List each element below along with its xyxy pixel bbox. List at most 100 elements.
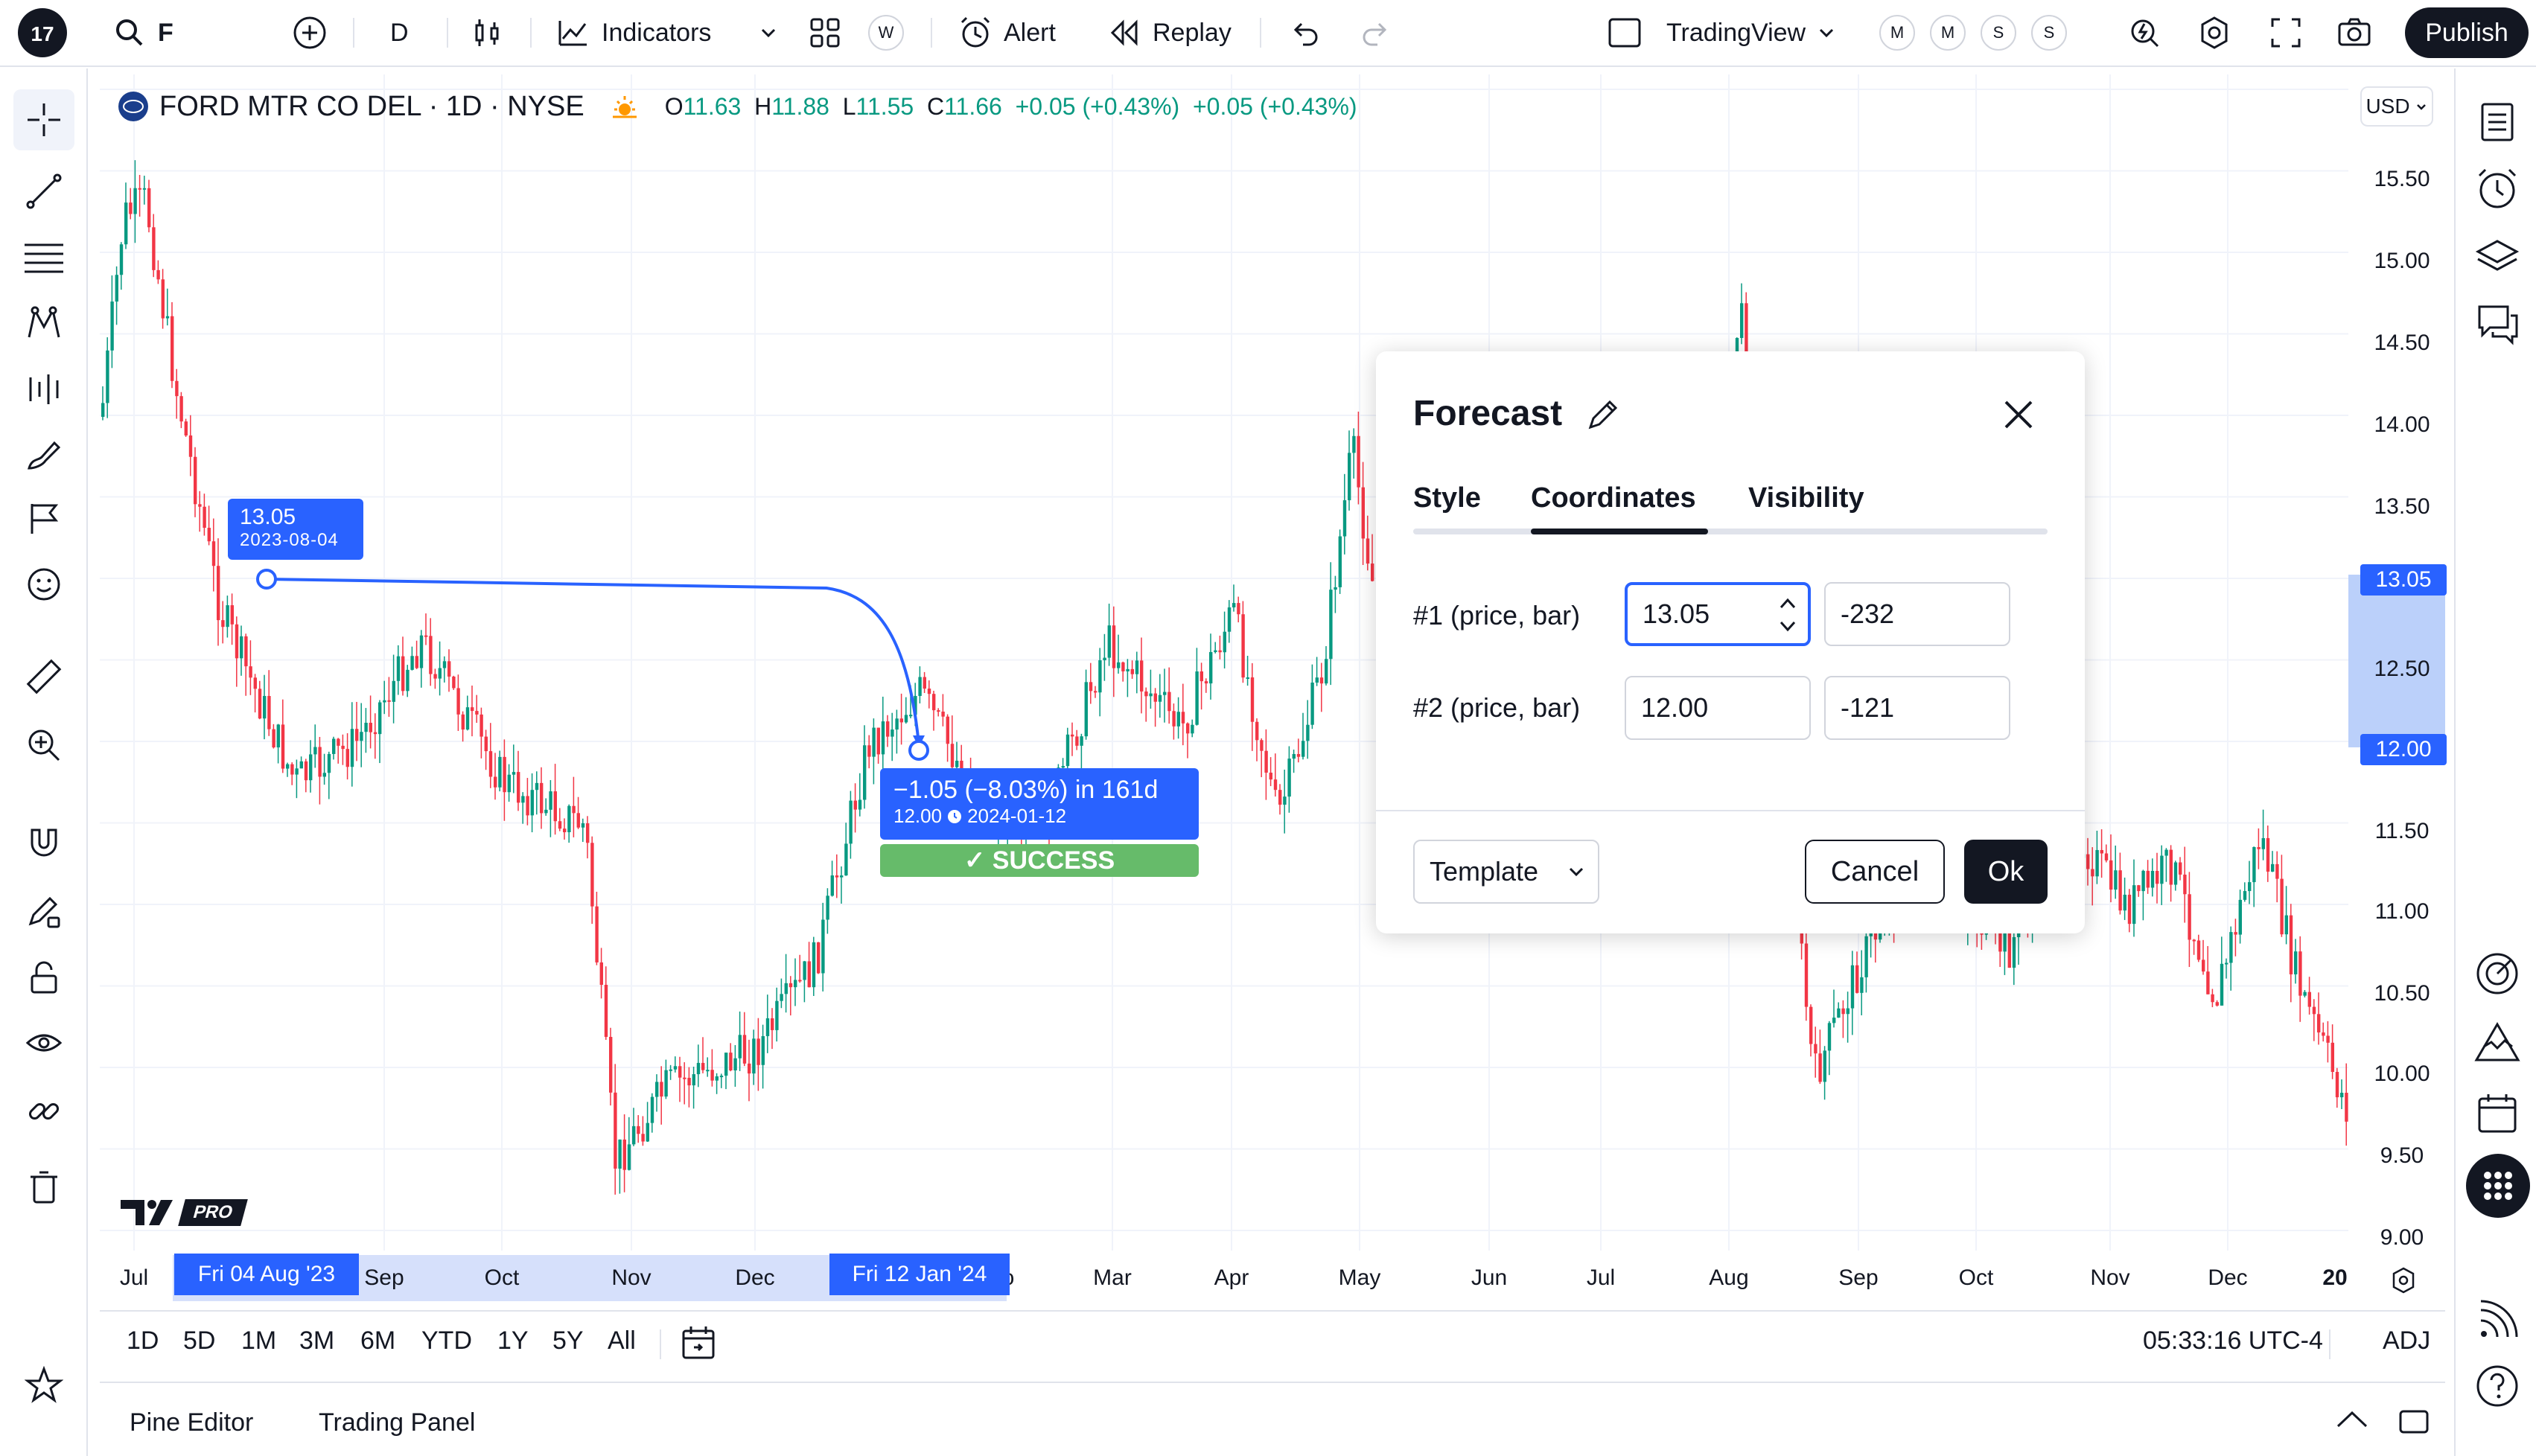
forecast-end-info: 12.00 2024-01-12 — [893, 805, 1185, 828]
candle-body — [1310, 683, 1314, 725]
close-dialog-button[interactable] — [2000, 396, 2037, 433]
trend-line-icon — [26, 173, 62, 209]
adjust-toggle[interactable]: ADJ — [2383, 1326, 2431, 1355]
collapse-panel-button[interactable] — [2333, 1405, 2371, 1435]
settings-button[interactable] — [2196, 0, 2232, 66]
streams-button[interactable] — [2472, 1295, 2523, 1346]
price-chart[interactable] — [100, 74, 2445, 1307]
undo-button[interactable] — [1287, 0, 1322, 66]
alert-button[interactable]: Alert — [958, 0, 1056, 66]
range-ytd[interactable]: YTD — [421, 1326, 472, 1355]
candle-body — [914, 695, 917, 715]
icons-tool[interactable] — [13, 554, 74, 615]
layout-name-button[interactable]: TradingView — [1607, 0, 1837, 66]
point1-bar-input[interactable]: -232 — [1824, 582, 2010, 646]
fib-tool[interactable] — [13, 228, 74, 289]
range-5d[interactable]: 5D — [183, 1326, 216, 1355]
range-1d[interactable]: 1D — [127, 1326, 159, 1355]
point2-price-input[interactable]: 12.00 — [1625, 676, 1811, 740]
zoom-tool[interactable] — [13, 715, 74, 776]
alerts-button[interactable] — [2472, 164, 2523, 214]
range-6m[interactable]: 6M — [360, 1326, 396, 1355]
screener-button[interactable] — [2472, 948, 2523, 999]
interval-button[interactable]: D — [390, 0, 409, 66]
chip-s-1[interactable]: S — [1981, 15, 2016, 51]
symbol-search[interactable]: F — [112, 0, 173, 66]
publish-button[interactable]: Publish — [2405, 7, 2529, 58]
candle-body — [881, 721, 885, 755]
chip-m-2[interactable]: M — [1930, 15, 1966, 51]
products-button[interactable] — [2466, 1154, 2530, 1218]
forecast-tool[interactable] — [13, 359, 74, 420]
range-1m[interactable]: 1M — [241, 1326, 277, 1355]
point2-bar-value: -121 — [1841, 692, 1895, 723]
chart-pane[interactable] — [100, 74, 2445, 1307]
goto-date-button[interactable] — [679, 1324, 721, 1365]
brush-tool[interactable] — [13, 424, 74, 485]
favorites-tool[interactable] — [13, 1355, 74, 1416]
maximize-panel-button[interactable] — [2398, 1405, 2430, 1438]
tradingview-logo[interactable]: 17 — [18, 0, 67, 66]
axis-settings-button[interactable] — [2389, 1265, 2418, 1295]
candle-body — [2007, 933, 2011, 968]
range-5y[interactable]: 5Y — [552, 1326, 584, 1355]
tab-style[interactable]: Style — [1413, 482, 1481, 514]
help-button[interactable] — [2472, 1361, 2523, 1411]
snapshot-button[interactable] — [2336, 0, 2372, 66]
pattern-tool[interactable] — [13, 293, 74, 354]
symbol-legend[interactable]: FORD MTR CO DEL · 1D · NYSE O11.63 H11.8… — [118, 88, 1357, 125]
indicators-button[interactable]: Indicators — [555, 0, 711, 66]
chip-m-1[interactable]: M — [1879, 15, 1915, 51]
redo-button[interactable] — [1358, 0, 1394, 66]
trading-panel-tab[interactable]: Trading Panel — [319, 1408, 476, 1437]
rename-button[interactable] — [1586, 397, 1620, 432]
magnet-tool[interactable] — [13, 813, 74, 874]
fullscreen-button[interactable] — [2268, 0, 2304, 66]
annotation-tool[interactable] — [13, 488, 74, 549]
chart-type-button[interactable] — [469, 0, 505, 66]
trend-line-tool[interactable] — [13, 161, 74, 222]
measure-tool[interactable] — [13, 646, 74, 707]
chats-button[interactable] — [2472, 299, 2523, 350]
clock-display[interactable]: 05:33:16 UTC-4 — [2143, 1326, 2323, 1355]
candle-body — [2229, 932, 2233, 963]
candle-body — [803, 961, 806, 980]
range-3m[interactable]: 3M — [299, 1326, 335, 1355]
chip-s-2[interactable]: S — [2031, 15, 2067, 51]
cancel-button[interactable]: Cancel — [1805, 840, 1945, 904]
layouts-button[interactable] — [807, 0, 843, 66]
quick-search-button[interactable] — [2126, 0, 2162, 66]
currency-selector[interactable]: USD — [2360, 86, 2433, 127]
ok-button[interactable]: Ok — [1964, 840, 2048, 904]
lock-drawings-tool[interactable] — [13, 947, 74, 1008]
remove-drawings-tool[interactable] — [13, 1157, 74, 1218]
point2-bar-input[interactable]: -121 — [1824, 676, 2010, 740]
rewind-icon — [1110, 19, 1138, 46]
crosshair-tool[interactable] — [13, 89, 74, 150]
candle-body — [1818, 1053, 1822, 1082]
sync-drawings-tool[interactable] — [13, 1081, 74, 1142]
indicators-dropdown[interactable] — [758, 0, 779, 66]
watchlist-button[interactable] — [2472, 97, 2523, 147]
point1-price-input[interactable]: 13.05 — [1625, 582, 1811, 646]
stepper-arrows-icon[interactable] — [1777, 594, 1799, 636]
time-tick: Oct — [484, 1265, 520, 1290]
candle-body — [1140, 660, 1144, 692]
replay-button[interactable]: Replay — [1106, 0, 1232, 66]
forecast-result: −1.05 (−8.03%) in 161d — [893, 776, 1159, 804]
w-chip[interactable]: W — [868, 0, 904, 66]
tab-coordinates[interactable]: Coordinates — [1531, 482, 1696, 514]
compare-symbol-button[interactable] — [292, 0, 328, 66]
candle-body — [1283, 796, 1287, 805]
calendar-button[interactable] — [2472, 1088, 2523, 1139]
pine-editor-tab[interactable]: Pine Editor — [130, 1408, 254, 1437]
hide-drawings-tool[interactable] — [13, 1014, 74, 1075]
range-1y[interactable]: 1Y — [497, 1326, 529, 1355]
candle-body — [378, 702, 382, 735]
ideas-button[interactable] — [2472, 1018, 2523, 1069]
drawing-mode-tool[interactable] — [13, 880, 74, 941]
object-tree-button[interactable] — [2472, 232, 2523, 283]
tab-visibility[interactable]: Visibility — [1748, 482, 1864, 514]
template-dropdown[interactable]: Template — [1413, 840, 1599, 904]
range-all[interactable]: All — [608, 1326, 636, 1355]
